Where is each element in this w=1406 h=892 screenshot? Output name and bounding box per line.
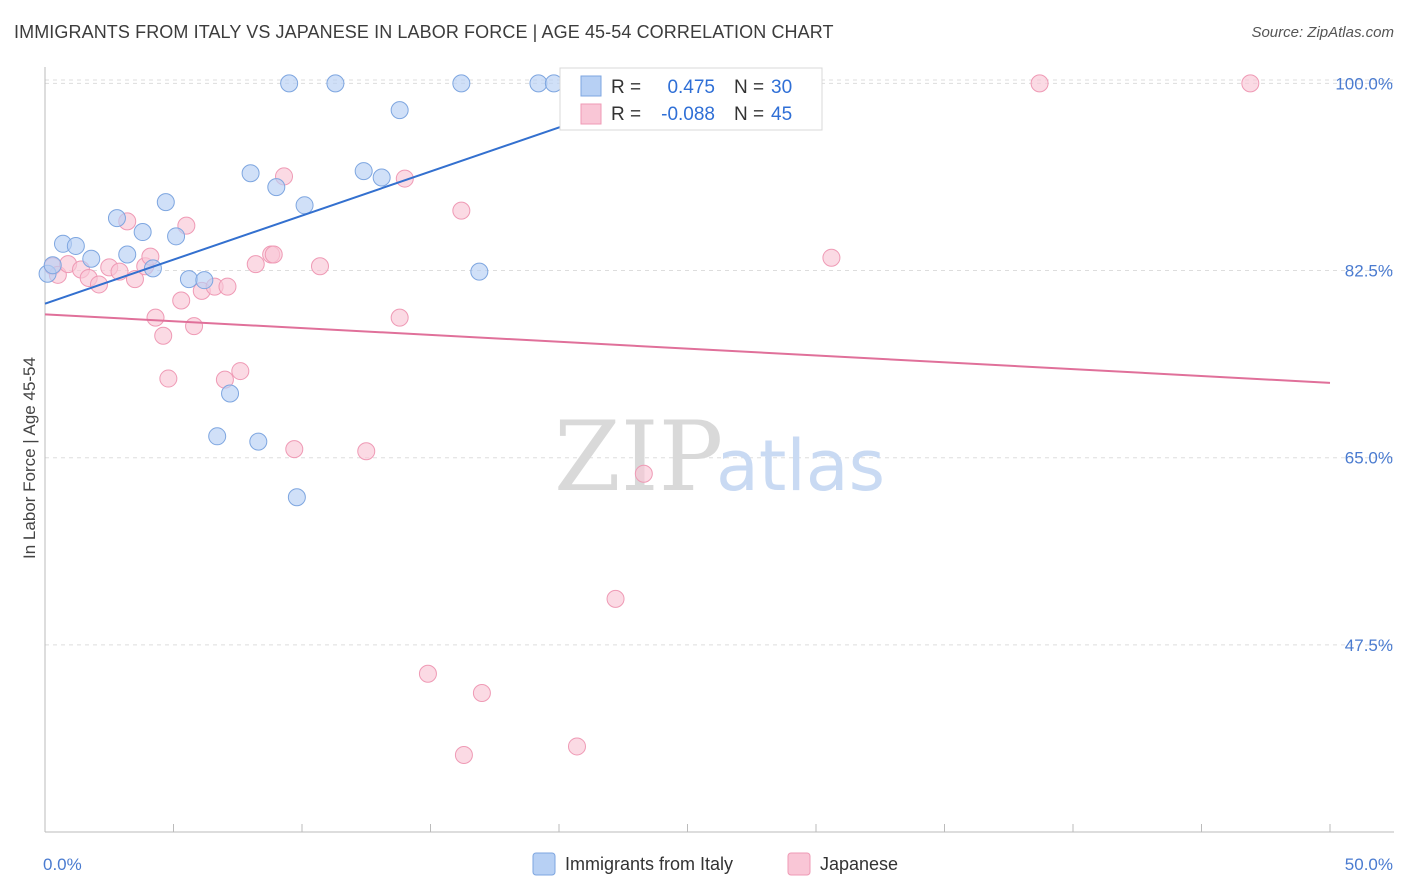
trend-line-japanese bbox=[44, 313, 1331, 384]
chart-title: IMMIGRANTS FROM ITALY VS JAPANESE IN LAB… bbox=[14, 22, 834, 42]
legend-r-label-japanese: R = bbox=[611, 104, 641, 125]
legend-n-value-japanese: 45 bbox=[771, 104, 792, 125]
x-tick-labels: 0.0% 50.0% bbox=[43, 855, 1393, 874]
point-japanese-30 bbox=[390, 308, 409, 327]
point-italy-16 bbox=[249, 432, 268, 451]
point-japanese-33 bbox=[452, 201, 471, 220]
point-italy-15 bbox=[241, 164, 260, 183]
y-tick-label-1: 65.0% bbox=[1345, 449, 1393, 468]
point-japanese-17 bbox=[185, 317, 204, 336]
point-japanese-38 bbox=[634, 464, 653, 483]
y-axis-label: In Labor Force | Age 45-54 bbox=[20, 357, 39, 559]
legend-n-label-italy: N = bbox=[734, 77, 764, 98]
legend-r-label-italy: R = bbox=[611, 77, 641, 98]
point-italy-3 bbox=[66, 236, 85, 255]
point-italy-25 bbox=[452, 74, 471, 93]
watermark-atlas: atlas bbox=[716, 425, 885, 507]
legend-n-value-italy: 30 bbox=[771, 77, 792, 98]
y-tick-label-0: 47.5% bbox=[1345, 636, 1393, 655]
grid-lines bbox=[45, 79, 1394, 646]
point-italy-13 bbox=[221, 384, 240, 403]
bottom-legend-swatch-italy bbox=[532, 852, 556, 876]
point-italy-19 bbox=[287, 488, 306, 507]
point-japanese-34 bbox=[454, 746, 473, 764]
point-japanese-21 bbox=[218, 277, 237, 296]
watermark-zip: ZIP bbox=[554, 401, 723, 513]
point-italy-22 bbox=[354, 162, 373, 181]
point-japanese-23 bbox=[246, 255, 265, 274]
point-japanese-22 bbox=[231, 362, 250, 381]
point-italy-27 bbox=[529, 74, 548, 93]
point-italy-9 bbox=[156, 193, 175, 212]
point-japanese-40 bbox=[1030, 74, 1049, 93]
bottom-legend-label-japanese: Japanese bbox=[820, 854, 898, 874]
point-italy-7 bbox=[133, 223, 152, 242]
legend-r-value-japanese: -0.088 bbox=[661, 104, 715, 125]
legend-n-label-japanese: N = bbox=[734, 104, 764, 125]
point-japanese-25 bbox=[264, 245, 283, 264]
point-italy-14 bbox=[208, 427, 227, 446]
point-japanese-32 bbox=[418, 664, 437, 683]
axes bbox=[44, 67, 1394, 833]
point-japanese-28 bbox=[310, 257, 329, 276]
point-italy-4 bbox=[82, 249, 101, 268]
point-italy-5 bbox=[107, 209, 126, 228]
point-japanese-35 bbox=[472, 683, 491, 702]
point-japanese-37 bbox=[606, 589, 625, 608]
legend-box bbox=[559, 67, 823, 131]
point-japanese-39 bbox=[822, 248, 841, 267]
point-japanese-14 bbox=[159, 369, 178, 388]
point-italy-17 bbox=[267, 178, 286, 197]
point-japanese-15 bbox=[172, 291, 191, 310]
point-italy-11 bbox=[179, 270, 198, 289]
point-italy-12 bbox=[195, 271, 214, 290]
point-italy-1 bbox=[43, 256, 62, 275]
legend-r-value-italy: 0.475 bbox=[667, 77, 715, 98]
point-japanese-29 bbox=[357, 442, 376, 461]
x-tick-label-0: 0.0% bbox=[43, 855, 82, 874]
x-tick-label-1: 50.0% bbox=[1345, 855, 1393, 874]
point-japanese-27 bbox=[285, 440, 304, 459]
point-italy-26 bbox=[470, 262, 489, 281]
point-italy-6 bbox=[118, 245, 137, 264]
bottom-legend-label-italy: Immigrants from Italy bbox=[565, 854, 733, 874]
point-japanese-36 bbox=[567, 737, 586, 756]
legend-swatch-japanese bbox=[580, 103, 602, 125]
series-italy-points bbox=[38, 74, 620, 507]
bottom-legend-swatch-japanese bbox=[787, 852, 811, 876]
point-italy-8 bbox=[143, 259, 162, 278]
point-japanese-13 bbox=[154, 326, 173, 345]
y-tick-label-3: 100.0% bbox=[1335, 74, 1393, 93]
point-italy-23 bbox=[372, 168, 391, 187]
point-italy-21 bbox=[326, 74, 345, 93]
point-italy-20 bbox=[295, 196, 314, 215]
series-legend: Immigrants from Italy Japanese bbox=[532, 852, 898, 876]
correlation-legend: R = 0.475 N = 30 R = -0.088 N = 45 bbox=[559, 67, 823, 131]
y-tick-label-2: 82.5% bbox=[1345, 262, 1393, 281]
point-japanese-41 bbox=[1241, 74, 1260, 93]
point-japanese-12 bbox=[146, 308, 165, 327]
legend-swatch-italy bbox=[580, 75, 602, 97]
source-credit: Source: ZipAtlas.com bbox=[1251, 24, 1394, 41]
point-italy-24 bbox=[390, 101, 409, 120]
point-italy-10 bbox=[167, 227, 186, 246]
y-tick-labels: 47.5% 65.0% 82.5% 100.0% bbox=[1335, 74, 1393, 654]
point-italy-18 bbox=[280, 74, 299, 93]
